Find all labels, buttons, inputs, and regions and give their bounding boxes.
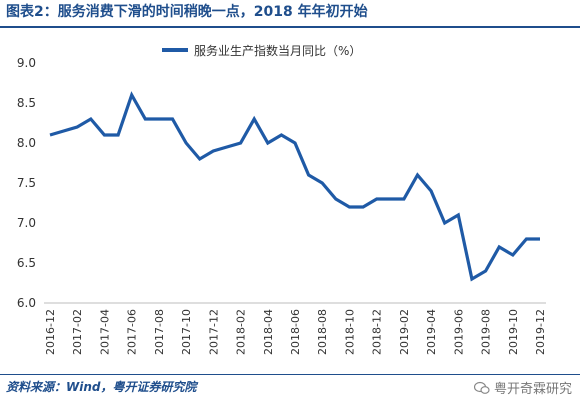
title-rule (0, 26, 580, 28)
source-rule (0, 374, 580, 375)
y-tick-label: 7.5 (17, 176, 36, 190)
y-tick-label: 9.0 (17, 56, 36, 70)
figure-title: 图表2：服务消费下滑的时间稍晚一点，2018 年年初开始 (6, 4, 368, 20)
x-tick-label: 2017-08 (153, 309, 166, 355)
line-chart: 服务业生产指数当月同比（%） 6.0 6.5 7.0 7.5 8.0 8.5 9.0 201… (17, 43, 547, 355)
x-axis: 2016-12 2017-02 2017-04 2017-06 2017-08 2017-… (44, 302, 547, 355)
x-tick-label: 2019-12 (534, 309, 547, 355)
legend-label: 服务业生产指数当月同比（%） (194, 43, 361, 58)
y-tick-label: 6.0 (17, 296, 36, 310)
y-axis: 6.0 6.5 7.0 7.5 8.0 8.5 9.0 (17, 56, 36, 310)
y-tick-label: 6.5 (17, 256, 36, 270)
x-tick-label: 2018-02 (235, 309, 248, 355)
x-tick-label: 2018-04 (262, 309, 275, 355)
x-tick-label: 2018-06 (289, 309, 302, 355)
x-tick-label: 2019-04 (425, 309, 438, 355)
y-tick-label: 7.0 (17, 216, 36, 230)
x-tick-label: 2017-04 (98, 309, 111, 355)
y-tick-label: 8.0 (17, 136, 36, 150)
x-tick-label: 2017-10 (180, 309, 193, 355)
x-tick-label: 2017-06 (126, 309, 139, 355)
chat-bubble-icon (473, 381, 490, 394)
x-tick-label: 2018-08 (316, 309, 329, 355)
x-tick-label: 2016-12 (44, 309, 57, 355)
x-tick-label: 2019-06 (452, 309, 465, 355)
legend: 服务业生产指数当月同比（%） (162, 43, 361, 58)
watermark: 粤开奇霖研究 (473, 378, 572, 397)
x-tick-label: 2018-10 (343, 309, 356, 355)
x-tick-label: 2019-08 (480, 309, 493, 355)
series-group (49, 91, 540, 282)
x-tick-label: 2017-02 (71, 309, 84, 355)
watermark-text: 粤开奇霖研究 (493, 382, 572, 397)
x-tick-label: 2017-12 (207, 309, 220, 355)
y-tick-label: 8.5 (17, 96, 36, 110)
x-tick-label: 2019-02 (398, 309, 411, 355)
x-tick-label: 2018-12 (371, 309, 384, 355)
source-note: 资料来源：Wind，粤开证券研究院 (6, 380, 197, 394)
x-tick-label: 2019-10 (507, 309, 520, 355)
series-line (49, 91, 540, 282)
